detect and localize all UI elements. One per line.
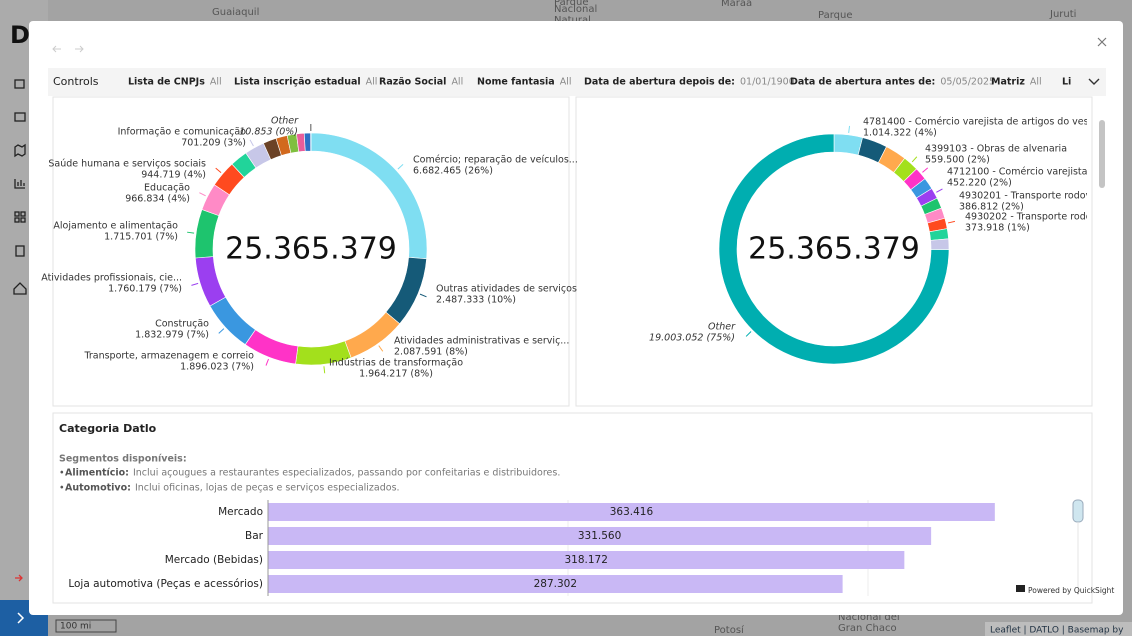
controls-title: Controls: [53, 75, 99, 88]
slice-label: Other: [271, 116, 299, 127]
slice-value-label: 19.003.052 (75%): [649, 333, 735, 344]
slice-label: Alojamento e alimentação: [53, 221, 178, 232]
filter-label[interactable]: Nome fantasia: [477, 77, 555, 88]
logo: D: [10, 21, 30, 49]
map-label: Gran Chaco: [838, 623, 897, 634]
bar-chart-title: Categoria Datlo: [59, 422, 157, 435]
slice-label: Saúde humana e serviços sociais: [48, 159, 206, 170]
bullet: •: [59, 483, 65, 494]
slice-value-label: 1.715.701 (7%): [104, 232, 178, 243]
slice-label: Transporte, armazenagem e correio: [83, 351, 254, 362]
slice-label: Comércio; reparação de veículos...: [413, 155, 578, 166]
slice-value-label: 10.853 (0%): [239, 127, 298, 138]
slice-label: Indústrias de transformação: [329, 358, 463, 369]
slice-value-label: 452.220 (2%): [947, 178, 1012, 189]
bar-value-label: 363.416: [610, 506, 654, 518]
map-label: Potosí: [714, 624, 745, 636]
slice-value-label: 2.487.333 (10%): [436, 295, 516, 306]
map-attribution: Leaflet | DATLO | Basemap by: [990, 626, 1124, 636]
slice-value-label: 1.760.179 (7%): [108, 284, 182, 295]
slice-label: 4930202 - Transporte rodovi: [965, 212, 1100, 223]
slice-label: Atividades profissionais, cie...: [41, 273, 182, 284]
filter-label[interactable]: Lista inscrição estadual: [234, 77, 361, 88]
slice-value-label: 944.719 (4%): [141, 170, 206, 181]
filter-label[interactable]: Razão Social: [379, 77, 446, 88]
filter-label[interactable]: Data de abertura antes de:: [790, 77, 935, 88]
slice-value-label: 1.964.217 (8%): [359, 369, 433, 380]
slice-label: Informação e comunicação: [118, 127, 247, 138]
category-label: Mercado: [218, 506, 263, 518]
bar-scroll-handle[interactable]: [1073, 500, 1083, 522]
bar-value-label: 287.302: [534, 578, 577, 590]
donut-center-label: 25.365.379: [225, 232, 397, 267]
filter-value[interactable]: All: [451, 77, 463, 88]
filter-label[interactable]: Lista de CNPJs: [128, 77, 205, 88]
filter-value[interactable]: 01/01/1900: [740, 77, 795, 88]
filter-label[interactable]: Li: [1062, 77, 1071, 88]
map-label: Juruti: [1049, 9, 1076, 20]
bar-value-label: 318.172: [564, 554, 607, 566]
slice-value-label: 1.014.322 (4%): [863, 128, 937, 139]
slice-value-label: 1.832.979 (7%): [135, 330, 209, 341]
map-scale: 100 mi: [60, 622, 91, 632]
category-label: Mercado (Bebidas): [165, 554, 263, 566]
slice-label: Outras atividades de serviços: [436, 284, 577, 295]
slice-label: 4781400 - Comércio varejista de artigos …: [863, 117, 1101, 128]
description-text: Inclui oficinas, lojas de peças e serviç…: [135, 483, 400, 494]
slice-label: 4399103 - Obras de alvenaria: [925, 144, 1067, 155]
map-label: Nacional: [554, 4, 597, 15]
scrollbar[interactable]: [1099, 120, 1105, 188]
filter-label[interactable]: Data de abertura depois de:: [584, 77, 735, 88]
filter-value[interactable]: All: [1030, 77, 1042, 88]
donut-slice[interactable]: [931, 239, 949, 250]
slice-value-label: 559.500 (2%): [925, 155, 990, 166]
description-term: Automotivo:: [65, 483, 131, 494]
map-label: Guaiaquil: [212, 7, 259, 18]
filter-value[interactable]: All: [366, 77, 378, 88]
donut-center-label: 25.365.379: [748, 232, 920, 267]
bullet: •: [59, 468, 65, 479]
filter-value[interactable]: All: [560, 77, 572, 88]
map-label: Maraa: [721, 0, 752, 9]
footer: Powered by QuickSight: [1028, 586, 1114, 595]
map-label: Parque: [818, 10, 852, 21]
slice-value-label: 701.209 (3%): [181, 138, 246, 149]
slice-label: 4712100 - Comércio varejista de r: [947, 167, 1109, 178]
slice-value-label: 966.834 (4%): [125, 194, 190, 205]
description-text: Inclui açougues a restaurantes especiali…: [133, 468, 560, 479]
filter-value[interactable]: All: [210, 77, 222, 88]
slice-value-label: 2.087.591 (8%): [394, 347, 468, 358]
description-heading: Segmentos disponíveis:: [59, 454, 187, 465]
category-label: Bar: [245, 530, 264, 542]
filter-value[interactable]: 05/05/2025: [940, 77, 995, 88]
bar-value-label: 331.560: [578, 530, 621, 542]
slice-label: Other: [708, 322, 736, 333]
slice-label: 4930201 - Transporte rodoviár: [959, 191, 1104, 202]
description-term: Alimentício:: [65, 468, 129, 479]
filter-label[interactable]: Matriz: [991, 77, 1025, 88]
filters: Lista de CNPJs All Lista inscrição estadua…: [128, 77, 1071, 88]
slice-value-label: 1.896.023 (7%): [180, 362, 254, 373]
slice-label: Atividades administrativas e serviç...: [394, 336, 569, 347]
slice-label: Educação: [144, 183, 190, 194]
slice-value-label: 373.918 (1%): [965, 223, 1030, 234]
donut-slice[interactable]: [834, 134, 863, 155]
quicksight-icon: [1016, 585, 1025, 592]
slice-value-label: 6.682.465 (26%): [413, 166, 493, 177]
donut-slice[interactable]: [304, 133, 311, 151]
slice-label: Construção: [155, 319, 209, 330]
category-label: Loja automotiva (Peças e acessórios): [68, 578, 263, 590]
